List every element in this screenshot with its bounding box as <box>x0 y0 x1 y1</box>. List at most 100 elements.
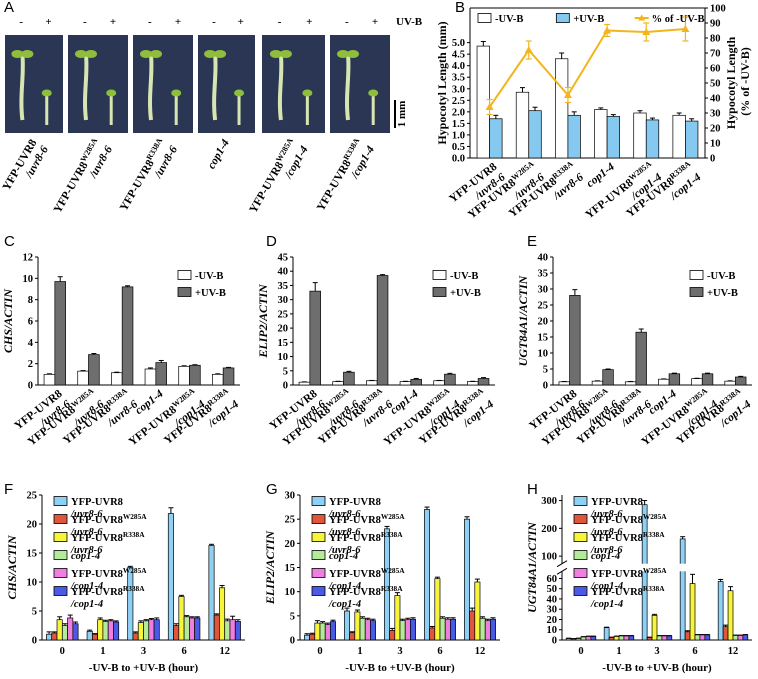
bar <box>444 373 456 386</box>
y-tick-label: 5 <box>32 607 37 618</box>
bar <box>376 275 389 386</box>
x-tick-label: 3 <box>654 646 659 657</box>
photo-tile <box>133 35 193 133</box>
legend-swatch <box>311 496 326 506</box>
legend-swatch <box>311 514 326 524</box>
bar <box>433 380 445 386</box>
bar <box>656 635 663 641</box>
y2-tick-label: 100 <box>710 4 726 15</box>
bar <box>364 619 371 641</box>
y-tick-label: 5 <box>283 366 288 377</box>
break-mark <box>556 560 568 568</box>
y-axis-title: Hypocotyl Length (mm) <box>435 21 449 144</box>
cotyledon <box>41 89 52 97</box>
legend-swatch <box>689 270 704 280</box>
y-tick-label: 15 <box>278 338 289 349</box>
bar <box>113 621 120 641</box>
y-tick-label: 30 <box>285 491 296 502</box>
y-tick-label: 35 <box>538 269 549 280</box>
bar <box>424 509 430 641</box>
y-tick-label: 35 <box>278 281 289 292</box>
panel-label: C <box>4 233 15 250</box>
line-marker <box>563 91 572 98</box>
y-axis-title: CHS/ACTIN <box>5 534 19 599</box>
line-marker <box>485 103 494 110</box>
bar <box>684 631 691 641</box>
bar <box>51 632 58 641</box>
bar <box>689 583 696 641</box>
y2-tick-label: 20 <box>710 124 721 135</box>
bar <box>672 114 686 159</box>
treatment-minus: - <box>345 16 349 28</box>
bar <box>658 378 670 386</box>
bar <box>685 120 699 159</box>
line-marker <box>524 46 533 53</box>
bar <box>661 635 668 641</box>
y-tick-label: 5 <box>543 365 548 376</box>
bar <box>354 611 361 641</box>
x-tick-label: 6 <box>181 646 186 657</box>
legend-swatch <box>53 514 68 524</box>
cotyledon <box>171 89 182 97</box>
legend-swatch <box>53 532 68 542</box>
bar <box>370 620 376 641</box>
bar <box>410 378 422 386</box>
bar <box>330 621 336 641</box>
y2-tick-label: 40 <box>710 94 721 105</box>
legend-label: +UV-B <box>195 288 226 299</box>
seedling <box>19 54 25 121</box>
bar <box>628 635 635 641</box>
y-tick-label: 3.0 <box>452 84 465 95</box>
y-tick-label: 4 <box>28 338 34 349</box>
bar <box>111 372 123 386</box>
y-tick-label: 2.5 <box>452 96 465 107</box>
bar <box>464 518 470 641</box>
bar <box>722 626 729 641</box>
y-tick-label: 10 <box>27 578 38 589</box>
bar <box>309 633 316 641</box>
legend-swatch <box>573 586 588 596</box>
y-tick-label: 20 <box>547 615 558 626</box>
y-tick-label: 15 <box>27 549 38 560</box>
y-tick-label: 0 <box>28 381 33 392</box>
bar <box>704 634 711 641</box>
bar <box>88 354 100 386</box>
bar <box>359 617 366 641</box>
y2-tick-label: 90 <box>710 19 721 30</box>
bar <box>410 618 416 641</box>
photo-tile <box>330 35 390 133</box>
bar <box>694 634 701 641</box>
legend-label: YFP-UVR8R338A/cop1-4 <box>70 584 145 611</box>
legend-label: YFP-UVR8W285A/cop1-4 <box>70 566 147 593</box>
y-tick-label: 0 <box>32 636 37 647</box>
legend-swatch <box>573 532 588 542</box>
legend-label: -UV-B <box>195 271 223 282</box>
y2-tick-label: 10 <box>710 139 721 150</box>
bar <box>43 373 56 386</box>
bar <box>679 538 686 641</box>
legend-swatch <box>53 550 68 560</box>
y-tick-label: 3.5 <box>452 73 465 84</box>
x-tick-label: 1 <box>616 646 621 657</box>
bar <box>389 629 396 641</box>
bar <box>127 567 134 641</box>
x-tick-label: 0 <box>317 646 322 657</box>
y-tick-label: 10 <box>538 349 549 360</box>
y2-tick-label: 60 <box>710 64 721 75</box>
y-tick-label: 0.0 <box>452 154 465 165</box>
y-tick-label: 200 <box>541 524 557 535</box>
cotyledon <box>75 50 87 58</box>
break-mark <box>556 567 568 575</box>
legend-swatch <box>53 568 68 578</box>
cotyledon <box>337 50 349 58</box>
y-tick-label: 45 <box>278 253 289 264</box>
bar <box>344 610 350 641</box>
bar <box>173 625 180 641</box>
y-tick-label: 8 <box>28 295 33 306</box>
y-tick-label: 25 <box>538 301 549 312</box>
photo-tile <box>262 35 325 133</box>
bar <box>394 595 401 641</box>
y-axis-title: CHS/ACTIN <box>1 288 15 353</box>
photo-tile <box>5 35 63 133</box>
y-tick-label: 50 <box>547 584 558 595</box>
